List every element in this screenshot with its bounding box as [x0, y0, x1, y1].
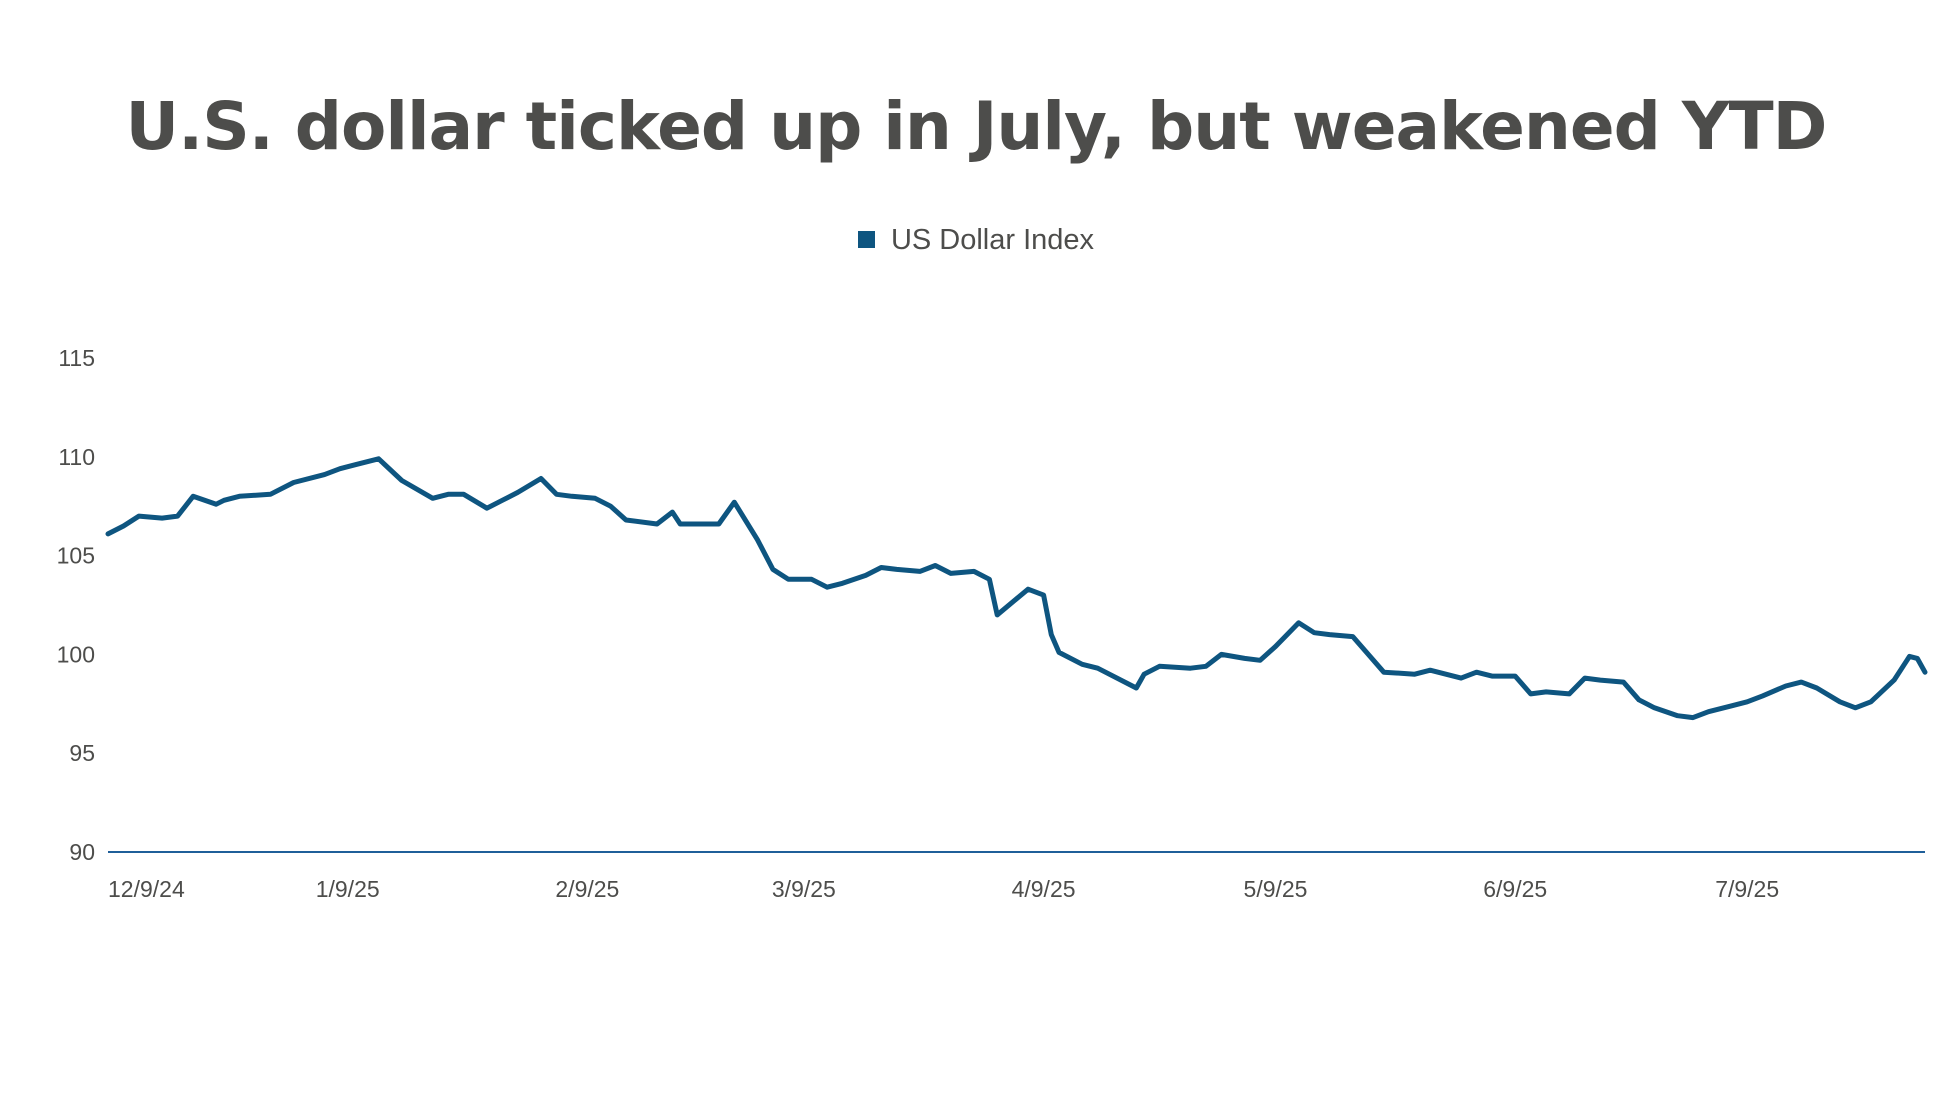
- x-tick-label: 5/9/25: [1244, 876, 1308, 902]
- x-tick-label: 7/9/25: [1715, 876, 1779, 902]
- series-line-us-dollar-index: [105, 456, 1928, 721]
- x-tick-label: 12/9/24: [108, 876, 185, 902]
- x-tick-label: 4/9/25: [1012, 876, 1076, 902]
- legend-label: US Dollar Index: [890, 224, 1095, 256]
- x-tick-label: 6/9/25: [1483, 876, 1547, 902]
- y-tick-label: 95: [69, 740, 95, 766]
- legend-swatch: [857, 231, 875, 248]
- y-tick-label: 100: [57, 641, 95, 667]
- y-tick-label: 105: [57, 543, 95, 569]
- y-axis-ticks: 90 95 100 105 110 115: [57, 345, 95, 865]
- chart-title: U.S. dollar ticked up in July, but weake…: [125, 88, 1828, 165]
- y-tick-label: 115: [58, 345, 95, 371]
- x-tick-label: 3/9/25: [772, 876, 836, 902]
- x-tick-label: 1/9/25: [316, 876, 380, 902]
- y-tick-label: 110: [58, 444, 95, 470]
- y-tick-label: 90: [69, 839, 95, 865]
- x-tick-label: 2/9/25: [555, 876, 619, 902]
- x-axis-ticks: 12/9/24 1/9/25 2/9/25 3/9/25 4/9/25 5/9/25 6/9…: [108, 876, 1779, 902]
- legend: US Dollar Index: [0, 224, 1952, 257]
